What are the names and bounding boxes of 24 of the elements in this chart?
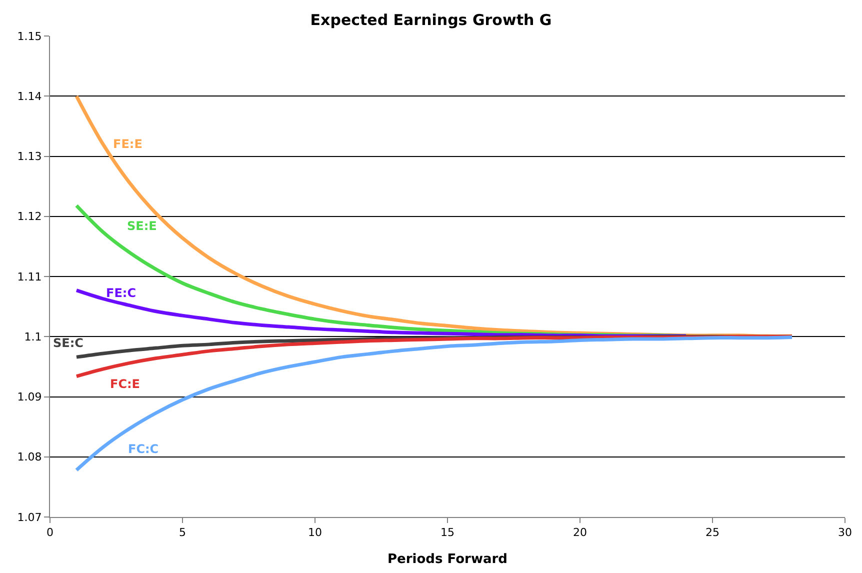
y-tick-label: 1.13 [17,150,42,164]
y-tick-label: 1.11 [17,270,42,284]
x-tick-label: 20 [573,526,587,540]
series-label: SE:E [127,219,157,233]
x-tick-label: 30 [838,526,852,540]
y-tick-label: 1.1 [24,330,42,344]
series-label: FC:E [110,377,140,391]
y-tick-label: 1.14 [17,90,42,103]
x-tick-label: 10 [308,526,322,540]
x-tick-label: 5 [179,526,186,540]
series-label: FE:C [106,286,136,300]
y-tick-label: 1.07 [17,510,42,524]
x-tick-label: 25 [706,526,720,540]
y-tick-label: 1.09 [17,390,42,404]
chart-title: Expected Earnings Growth G [310,10,552,29]
y-tick-label: 1.08 [17,450,42,464]
y-tick-label: 1.12 [17,210,42,224]
x-tick-label: 0 [46,526,54,540]
series-label: FE:E [113,137,142,151]
x-tick-label: 15 [440,526,454,540]
x-axis-title: Periods Forward [388,552,508,567]
series-label: FC:C [128,442,159,456]
y-tick-label: 1.15 [17,30,42,43]
series-label: SE:C [53,336,84,350]
